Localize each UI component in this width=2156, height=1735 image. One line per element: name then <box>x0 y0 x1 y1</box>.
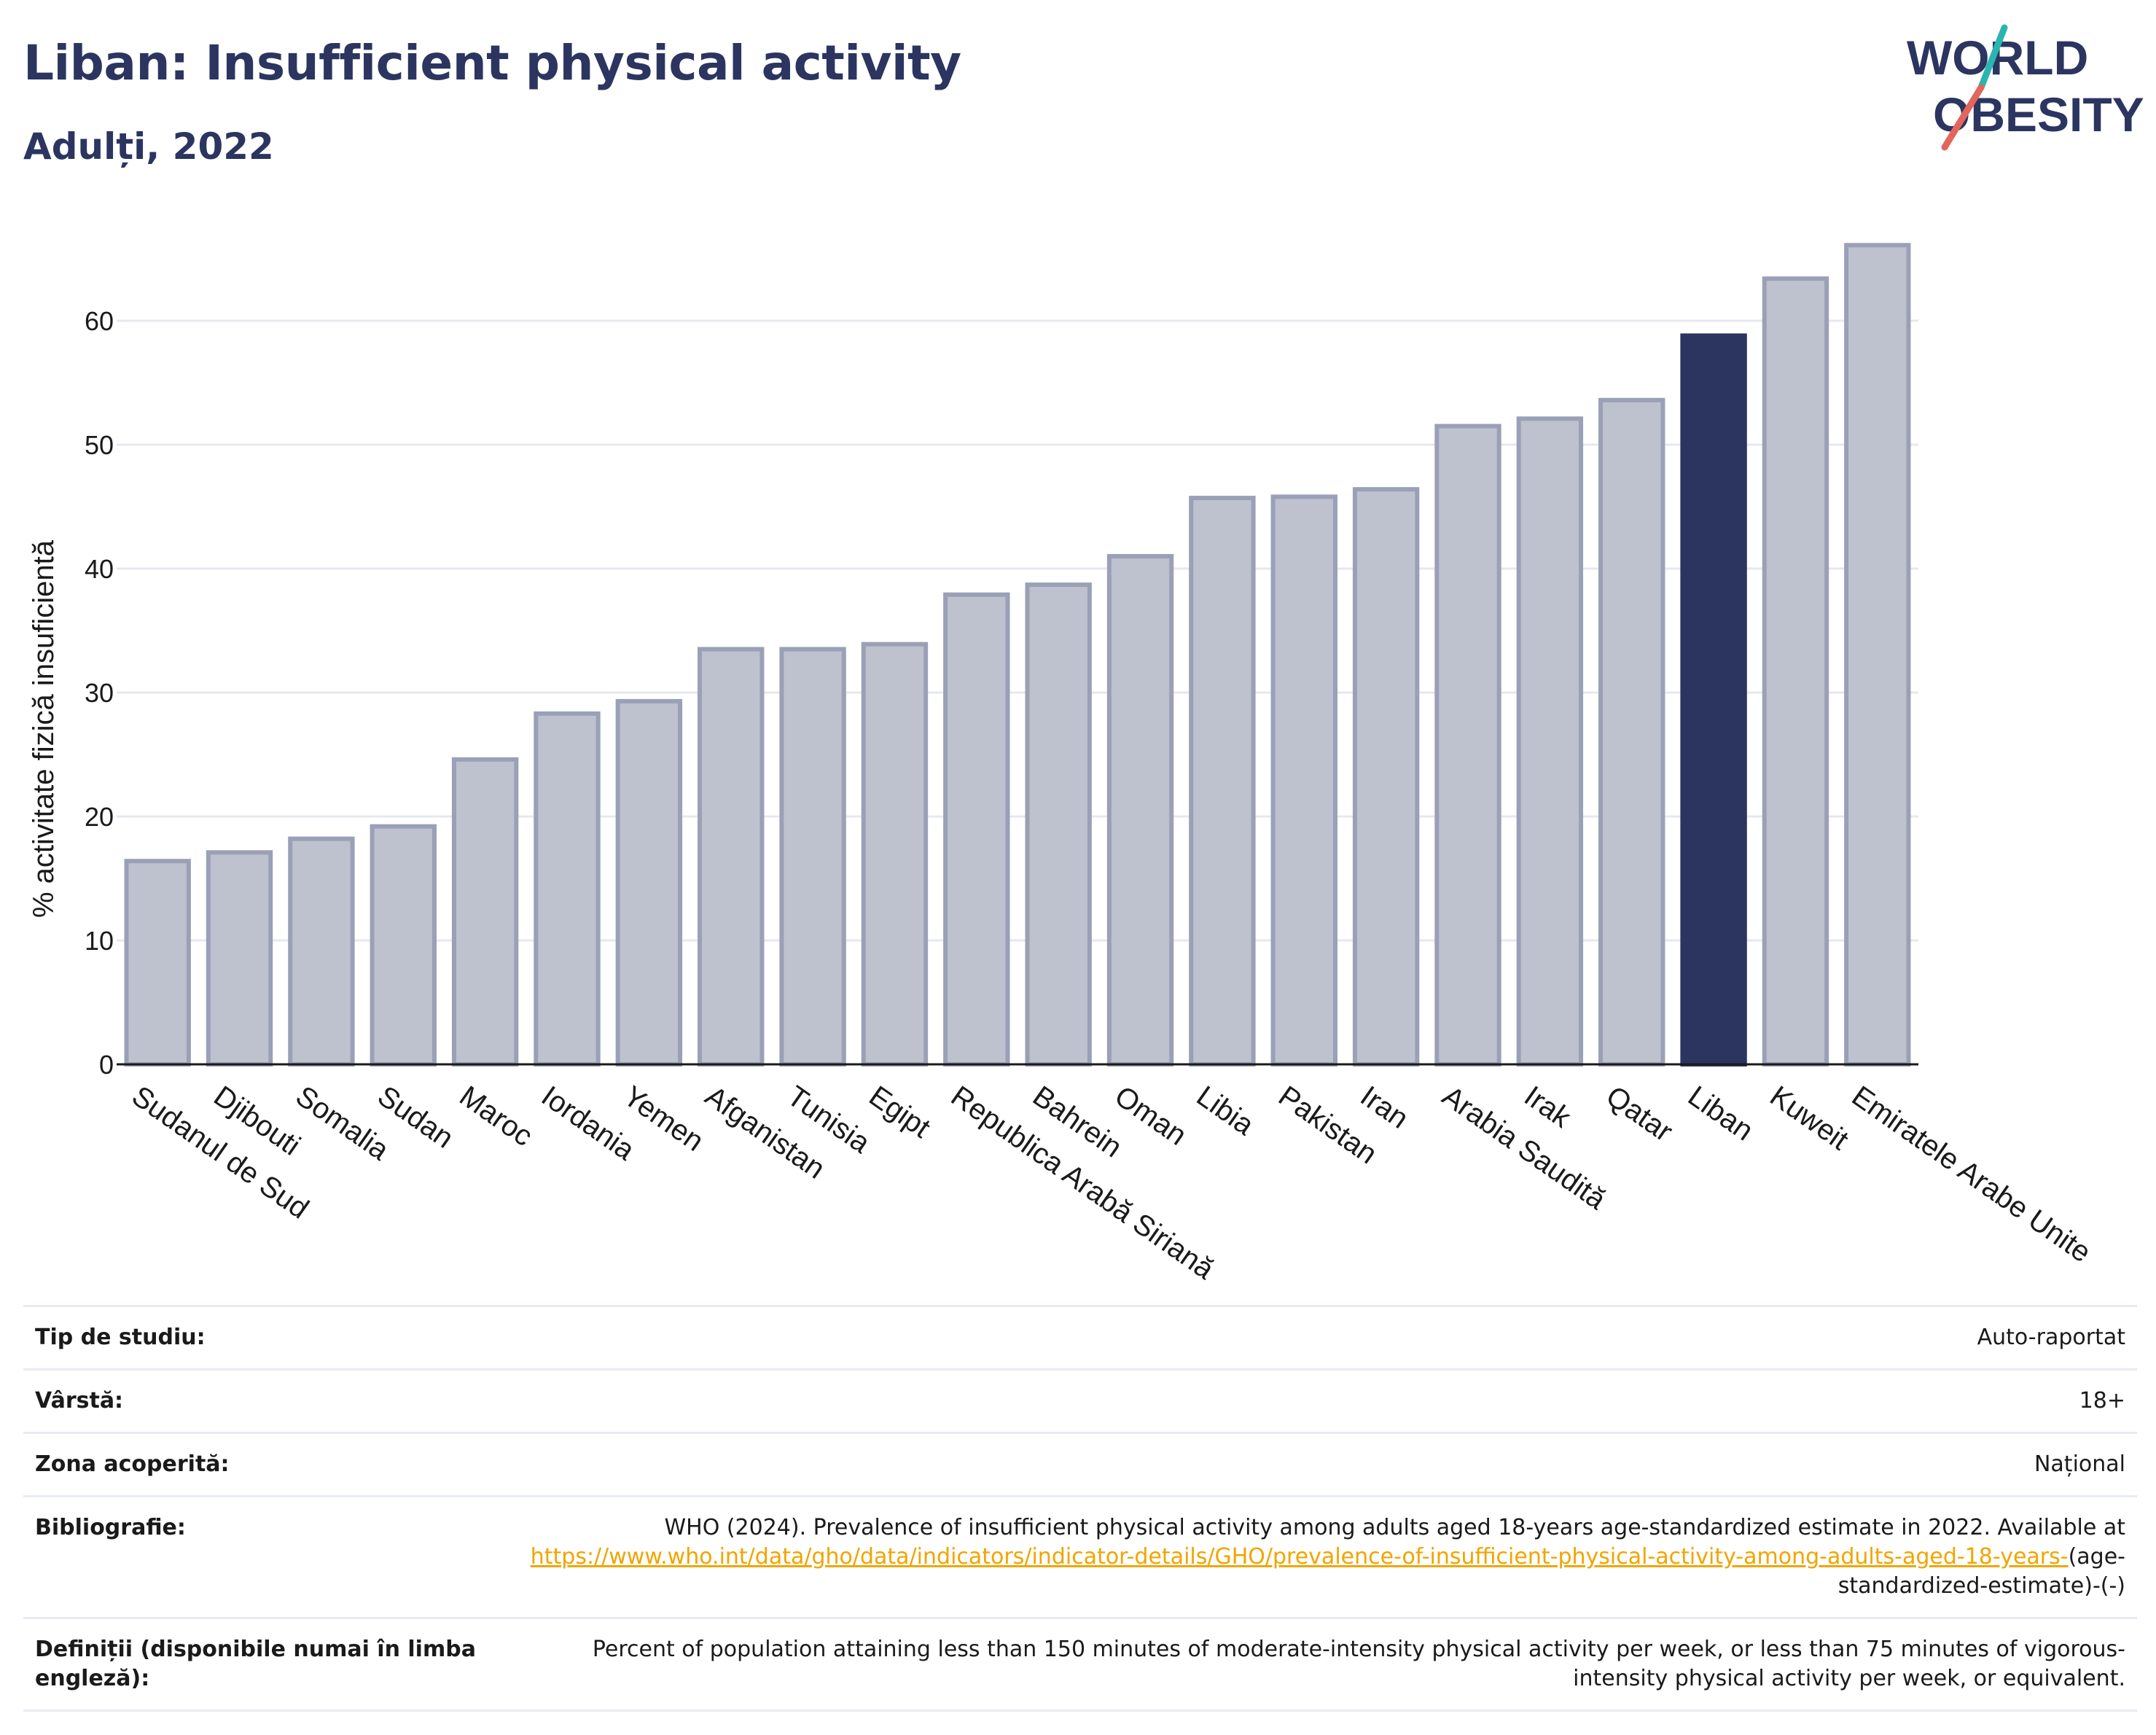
info-value: 18+ <box>513 1368 2137 1433</box>
bar <box>1516 416 1584 1067</box>
logo-slash-bottom <box>1941 84 1985 151</box>
y-tick-label: 30 <box>85 678 114 708</box>
bar <box>943 592 1010 1067</box>
info-label: Zona acoperită: <box>23 1432 513 1497</box>
bar <box>124 859 191 1067</box>
x-tick-label: Liban <box>1682 1080 1759 1147</box>
y-axis-label: % activitate fizică insuficientă <box>28 539 60 918</box>
info-row-bibliography: Bibliografie: WHO (2024). Prevalence of … <box>23 1495 2137 1618</box>
bar <box>615 698 683 1067</box>
x-tick-label: Libia <box>1191 1080 1260 1142</box>
info-label: Tip de studiu: <box>23 1305 513 1370</box>
y-tick-label: 0 <box>99 1050 114 1080</box>
x-tick-label: Iordania <box>536 1080 641 1166</box>
bibliography-link[interactable]: https://www.who.int/data/gho/data/indica… <box>530 1544 2069 1570</box>
bar <box>1434 424 1501 1067</box>
y-tick-label: 10 <box>85 926 114 956</box>
bar <box>1189 496 1256 1067</box>
page-title: Liban: Insufficient physical activity <box>23 35 961 91</box>
y-tick-label: 40 <box>85 554 114 584</box>
bar <box>1598 397 1665 1067</box>
bar <box>1270 494 1337 1067</box>
logo-slash-top <box>1977 24 2008 91</box>
bar <box>534 711 601 1067</box>
x-tick-label: Emiratele Arabe Unite <box>1846 1080 2097 1268</box>
x-tick-label: Irak <box>1518 1080 1577 1134</box>
bar <box>1762 276 1829 1067</box>
bar <box>698 647 765 1067</box>
bars <box>124 243 1911 1067</box>
bar <box>1680 333 1747 1067</box>
y-tick-label: 50 <box>85 430 114 460</box>
x-tick-label: Somalia <box>290 1080 395 1166</box>
x-tick-label: Maroc <box>453 1080 538 1153</box>
bar <box>206 850 273 1067</box>
info-label: Vârstă: <box>23 1368 513 1433</box>
x-tick-label: Kuweit <box>1764 1080 1854 1156</box>
bar <box>779 647 846 1067</box>
info-row: Vârstă: 18+ <box>23 1368 2137 1433</box>
info-value: Auto-raportat <box>513 1305 2137 1370</box>
y-tick-label: 20 <box>85 802 114 832</box>
definitions-value: Percent of population attaining less tha… <box>513 1617 2137 1712</box>
info-row-definitions: Definiții (disponibile numai în limba en… <box>23 1617 2137 1712</box>
info-row: Zona acoperită: Național <box>23 1432 2137 1497</box>
page-subtitle: Adulți, 2022 <box>23 125 274 168</box>
y-tick-label: 60 <box>85 306 114 336</box>
bar <box>1106 554 1174 1067</box>
bibliography-label: Bibliografie: <box>23 1495 513 1618</box>
bar <box>861 642 929 1067</box>
bar <box>1025 582 1092 1067</box>
bar <box>451 757 519 1067</box>
definitions-label: Definiții (disponibile numai în limba en… <box>23 1617 513 1712</box>
bar <box>1352 487 1420 1067</box>
bibliography-text: WHO (2024). Prevalence of insufficient p… <box>664 1515 2125 1540</box>
bar <box>288 836 355 1067</box>
info-table: Tip de studiu: Auto-raportat Vârstă: 18+… <box>23 1305 2137 1712</box>
bibliography-tail: (age-standardized-estimate)-(-) <box>1837 1544 2125 1599</box>
bibliography-value: WHO (2024). Prevalence of insufficient p… <box>513 1495 2137 1618</box>
info-row: Tip de studiu: Auto-raportat <box>23 1305 2137 1370</box>
x-tick-label: Iran <box>1354 1080 1414 1135</box>
bar <box>370 824 437 1067</box>
bar <box>1844 243 1911 1067</box>
world-obesity-logo: WORLD OBESITY <box>1907 24 2143 151</box>
info-value: Național <box>513 1432 2137 1497</box>
x-tick-label: Qatar <box>1601 1080 1679 1147</box>
